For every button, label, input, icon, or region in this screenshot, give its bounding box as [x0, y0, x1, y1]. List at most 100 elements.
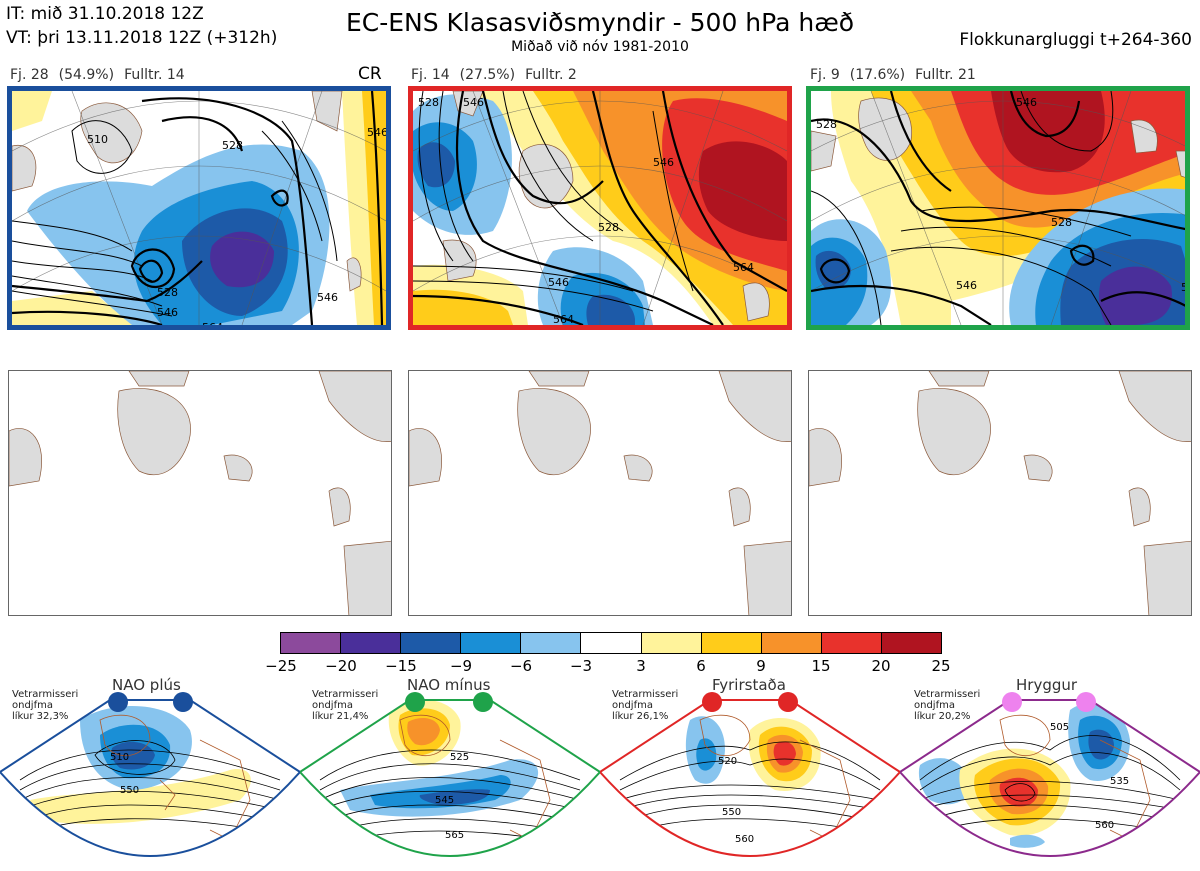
contour-label: 520 — [718, 756, 737, 767]
colorbar-swatch — [821, 633, 882, 653]
contour-label: 528 — [1051, 216, 1072, 229]
contour-label: 564 — [1181, 281, 1190, 294]
regime-4-dot-left — [1002, 692, 1022, 712]
regime-ridge-map[interactable]: 505 535 560 — [900, 680, 1200, 871]
colorbar-swatch — [701, 633, 762, 653]
contour-label: 535 — [1110, 776, 1129, 787]
cluster-2-percent: (27.5%) — [459, 67, 516, 83]
contour-label: 528 — [222, 139, 243, 152]
colorbar-tick-label: 9 — [756, 657, 766, 675]
contour-label: 546 — [463, 96, 484, 109]
cluster-3-field: 528 546 528 546 564 — [811, 91, 1190, 325]
note-line: Vetrarmisseri — [612, 689, 679, 700]
contour-label: 545 — [435, 795, 454, 806]
regime-2-field: 525 545 565 — [300, 699, 600, 857]
regime-nao-minus-map[interactable]: 525 545 565 — [300, 680, 600, 871]
valid-time-label: VT: þri 13.11.2018 12Z (+312h) — [6, 28, 278, 48]
note-line: líkur 32,3% — [12, 711, 69, 722]
colorbar-tick-label: −9 — [449, 657, 473, 675]
cluster-1-label: Fj. 28 (54.9%) Fulltr. 14 — [10, 67, 185, 83]
contour-label: 525 — [450, 752, 469, 763]
regime-3-note: Vetrarmisseri ondjfma líkur 26,1% — [612, 689, 678, 722]
contour-label: 505 — [1050, 722, 1069, 733]
anomaly-map-3[interactable] — [808, 370, 1192, 616]
cluster-2-field: 528 546 528 546 564 564 546 — [413, 91, 787, 325]
regime-4-note: Vetrarmisseri ondjfma líkur 20,2% — [914, 689, 980, 722]
cluster-3-representative: Fulltr. 21 — [915, 67, 976, 83]
regime-4-field: 505 535 560 — [900, 699, 1200, 857]
colorbar-tick-label: −3 — [569, 657, 593, 675]
contour-label: 528 — [157, 286, 178, 299]
regime-2-note: Vetrarmisseri ondjfma líkur 21,4% — [312, 689, 378, 722]
note-line: ondjfma — [312, 700, 353, 711]
note-line: ondjfma — [914, 700, 955, 711]
basemap-2 — [409, 371, 791, 615]
colorbar-tick-label: 15 — [811, 657, 831, 675]
contour-label: 550 — [722, 807, 741, 818]
colorbar-swatch — [761, 633, 822, 653]
colorbar-swatch — [341, 633, 402, 653]
contour-label: 546 — [367, 126, 386, 139]
contour-label: 565 — [445, 830, 464, 841]
regime-2-title: NAO mínus — [407, 676, 491, 694]
cluster-2-map[interactable]: 528 546 528 546 564 564 546 — [408, 86, 792, 330]
colorbar-tick-label: −6 — [509, 657, 533, 675]
basemap-1 — [9, 371, 391, 615]
colorbar-swatch — [581, 633, 642, 653]
contour-label: 546 — [317, 291, 338, 304]
note-line: líkur 20,2% — [914, 711, 971, 722]
regime-4-title: Hryggur — [1016, 676, 1078, 694]
contour-label: 546 — [157, 306, 178, 319]
contour-label: 528 — [598, 221, 619, 234]
clustering-window-label: Flokkunargluggi t+264-360 — [959, 30, 1192, 50]
colorbar-swatch — [461, 633, 522, 653]
regime-3-dot-right — [778, 692, 798, 712]
anomaly-map-2[interactable] — [408, 370, 792, 616]
contour-label: 550 — [120, 785, 139, 796]
basemap-3 — [809, 371, 1191, 615]
colorbar-swatch — [401, 633, 462, 653]
regime-3-field: 520 550 560 — [600, 699, 900, 857]
regime-blocking-map[interactable]: 520 550 560 — [600, 680, 900, 871]
colorbar-tick-label: 20 — [871, 657, 891, 675]
colorbar-swatch — [281, 633, 342, 653]
anomaly-map-1[interactable] — [8, 370, 392, 616]
colorbar-tick-label: −25 — [265, 657, 297, 675]
regime-1-field: 510 550 — [0, 699, 300, 857]
colorbar-swatch — [521, 633, 582, 653]
colorbar-tick-label: 3 — [636, 657, 646, 675]
cluster-1-map[interactable]: 510 528 546 564 528 546 546 — [7, 86, 391, 330]
cluster-2-label: Fj. 14 (27.5%) Fulltr. 2 — [411, 67, 577, 83]
regime-4-dot-right — [1076, 692, 1096, 712]
regime-2-dot-left — [405, 692, 425, 712]
cluster-2-representative: Fulltr. 2 — [525, 67, 577, 83]
regime-1-dot-right — [173, 692, 193, 712]
regime-3-title: Fyrirstaða — [712, 676, 786, 694]
note-line: Vetrarmisseri — [12, 689, 79, 700]
regime-nao-plus-map[interactable]: 510 550 — [0, 680, 300, 871]
cluster-3-members: Fj. 9 — [810, 67, 840, 83]
colorbar-tick-label: −15 — [385, 657, 417, 675]
contour-label: 564 — [733, 261, 754, 274]
cluster-1-members: Fj. 28 — [10, 67, 49, 83]
contour-label: 564 — [202, 321, 223, 325]
colorbar-tick-label: −20 — [325, 657, 357, 675]
cluster-2-members: Fj. 14 — [411, 67, 450, 83]
regime-1-title: NAO plús — [112, 676, 181, 694]
note-line: líkur 26,1% — [612, 711, 669, 722]
cluster-1-tag: CR — [358, 64, 382, 84]
contour-label: 546 — [548, 276, 569, 289]
regime-3-dot-left — [702, 692, 722, 712]
page-title: EC-ENS Klasasviðsmyndir - 500 hPa hæð — [345, 8, 855, 37]
colorbar-tick-label: 25 — [931, 657, 951, 675]
cluster-1-representative: Fulltr. 14 — [124, 67, 185, 83]
note-line: ondjfma — [612, 700, 653, 711]
page-subtitle: Miðað við nóv 1981-2010 — [511, 39, 689, 55]
contour-label: 560 — [1095, 820, 1114, 831]
note-line: Vetrarmisseri — [312, 689, 379, 700]
regime-1-dot-left — [108, 692, 128, 712]
cluster-3-map[interactable]: 528 546 528 546 564 — [806, 86, 1190, 330]
regime-1-note: Vetrarmisseri ondjfma líkur 32,3% — [12, 689, 78, 722]
cluster-3-label: Fj. 9 (17.6%) Fulltr. 21 — [810, 67, 976, 83]
cluster-1-percent: (54.9%) — [58, 67, 115, 83]
